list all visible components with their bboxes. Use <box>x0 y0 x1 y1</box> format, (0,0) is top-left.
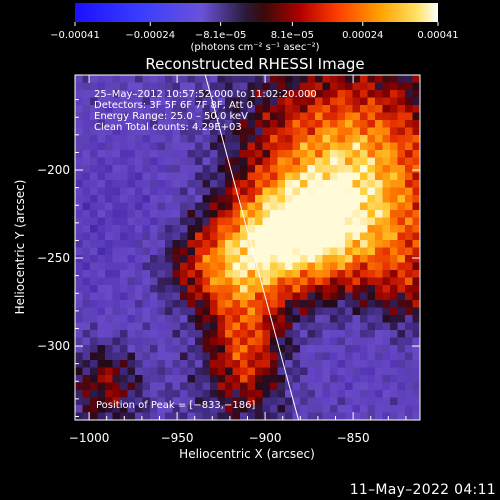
colorbar-tick-label: 0.00041 <box>417 30 458 41</box>
x-tick-label: −950 <box>161 431 194 445</box>
colorbar-tick-label: −0.00024 <box>125 30 175 41</box>
colorbar-ticks: −0.00041 −0.00024 −8.1e−05 8.1e−05 0.00024 0.… <box>50 22 459 41</box>
chart-title: Reconstructed RHESSI Image <box>145 55 364 73</box>
y-tick-label: −250 <box>37 251 70 265</box>
y-tick-label: −200 <box>37 163 70 177</box>
y-axis-label: Heliocentric Y (arcsec) <box>13 180 27 315</box>
annotation-detectors: Detectors: 3F 5F 6F 7F 8F, Att 0 <box>94 100 253 111</box>
annotation-time-range: 25–May–2012 10:57:52.000 to 11:02:20.000 <box>94 89 317 100</box>
y-axis-ticks: −200 −250 −300 <box>37 99 420 417</box>
colorbar-tick-label: 0.00024 <box>342 30 383 41</box>
colorbar-tick-label: 8.1e−05 <box>271 30 314 41</box>
x-axis-label: Heliocentric X (arcsec) <box>179 447 315 461</box>
colorbar <box>75 3 438 22</box>
y-tick-label: −300 <box>37 339 70 353</box>
annotation-clean-counts: Clean Total counts: 4.29E+03 <box>94 122 242 133</box>
annotation-peak-position: Position of Peak = [−833,−186] <box>96 400 255 411</box>
annotation-energy-range: Energy Range: 25.0 – 50.0 keV <box>94 111 248 122</box>
x-axis-ticks: −1000 −950 −900 −850 <box>69 75 407 445</box>
x-tick-label: −900 <box>249 431 282 445</box>
heatmap-image <box>75 75 420 420</box>
footer-timestamp: 11–May–2022 04:11 <box>349 482 496 498</box>
x-tick-label: −850 <box>337 431 370 445</box>
colorbar-tick-label: −8.1e−05 <box>195 30 247 41</box>
colorbar-tick-label: −0.00041 <box>50 30 100 41</box>
colorbar-unit-label: (photons cm⁻² s⁻¹ asec⁻²) <box>190 42 319 53</box>
x-tick-label: −1000 <box>69 431 110 445</box>
solar-limb-line <box>204 75 300 420</box>
